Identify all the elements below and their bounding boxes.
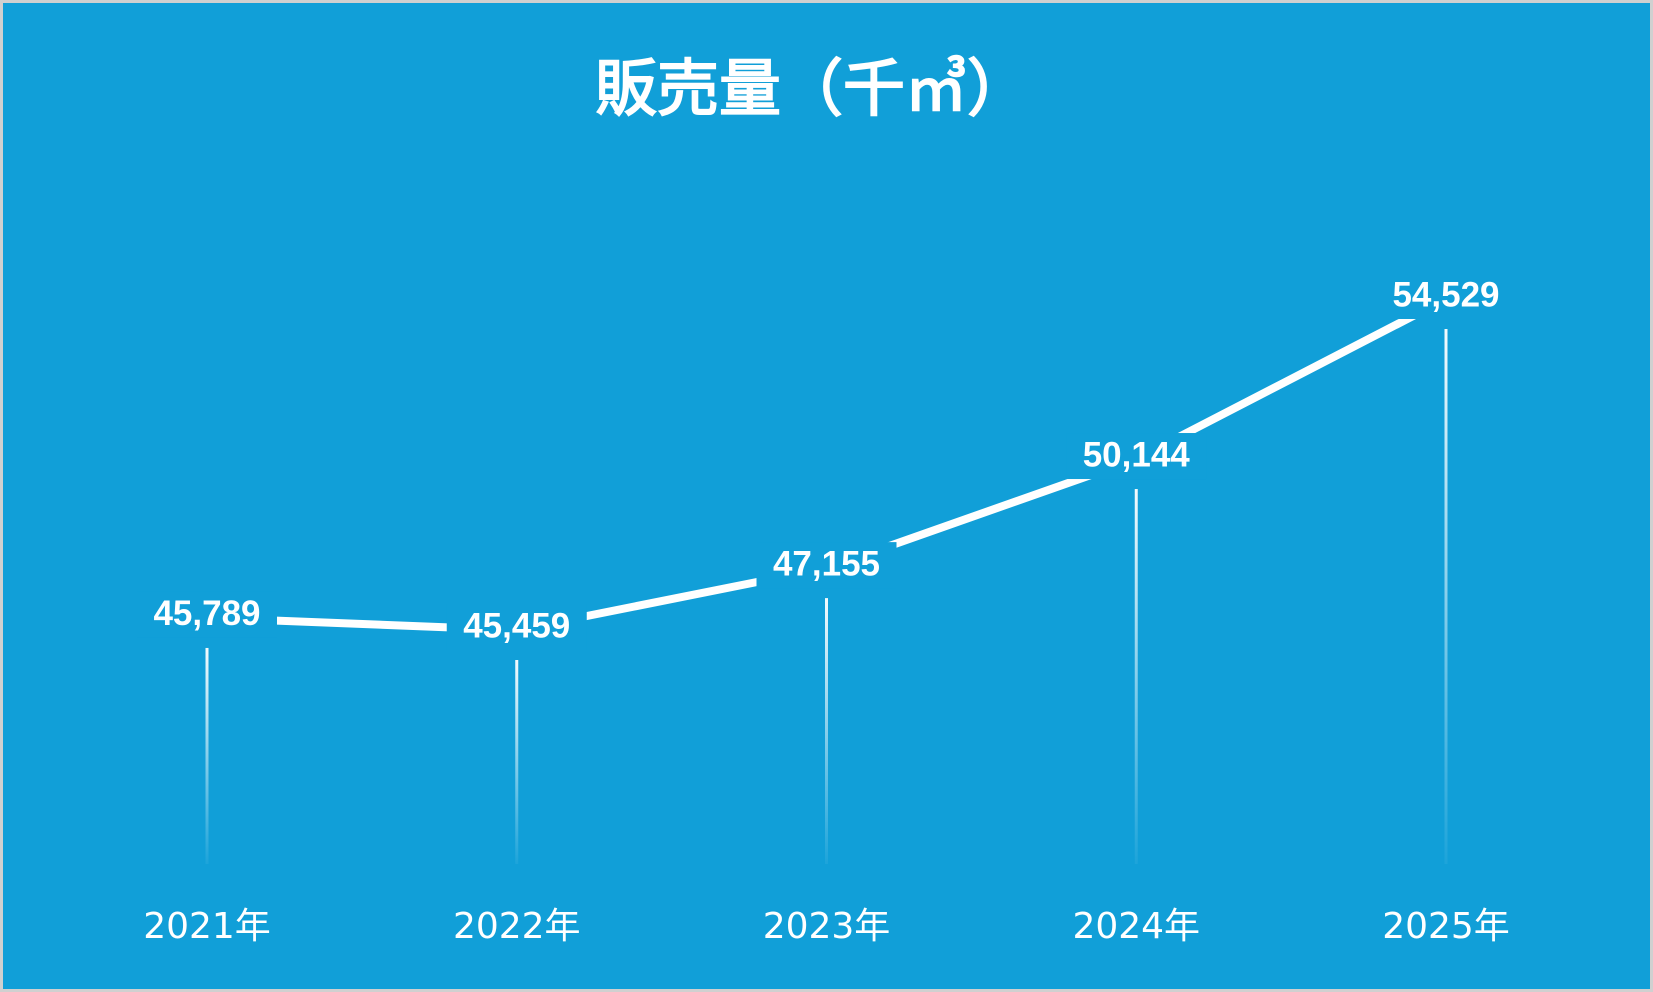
x-tick-label: 2024年 — [1072, 906, 1200, 947]
label-backdrop — [137, 591, 277, 638]
label-backdrop — [446, 604, 587, 650]
drop-line — [825, 598, 828, 864]
x-tick-label: 2025年 — [1382, 906, 1510, 947]
x-tick-label: 2021年 — [143, 906, 271, 947]
drop-line — [1444, 329, 1448, 864]
drop-line — [1134, 489, 1138, 864]
label-backdrop — [1376, 273, 1516, 319]
value-label: 45,459 — [463, 606, 570, 645]
x-tick-label: 2023年 — [763, 906, 891, 947]
label-backdrop — [756, 542, 897, 589]
label-backdrop — [1066, 433, 1207, 480]
drop-line — [205, 647, 209, 864]
value-label: 54,529 — [1392, 275, 1499, 314]
x-tick-label: 2022年 — [453, 906, 581, 947]
value-label: 47,155 — [773, 544, 880, 583]
value-label: 50,144 — [1083, 435, 1191, 474]
value-label: 45,789 — [153, 594, 260, 633]
chart-title: 販売量（千㎥） — [595, 52, 1029, 125]
drop-line — [515, 660, 519, 864]
